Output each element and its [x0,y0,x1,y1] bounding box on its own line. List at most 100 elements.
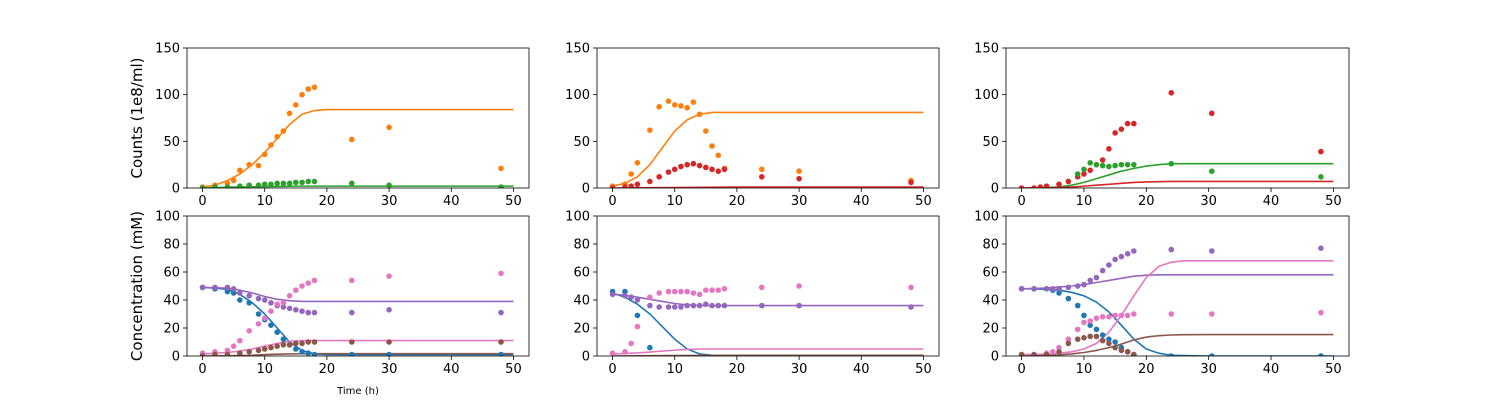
data-point-red [647,178,653,185]
data-point-orange [286,110,293,117]
data-point-pink [498,270,504,277]
y-tick-label: 0 [582,182,590,197]
data-point-green [274,180,280,187]
data-point-green [237,183,243,188]
data-point-pink [311,277,318,284]
data-point-purple [709,302,715,309]
data-point-blue [1087,322,1093,329]
data-point-blue [230,290,237,296]
data-point-brown [1118,347,1125,354]
data-point-pink [268,308,274,315]
data-point-blue [1065,295,1072,302]
y-tick-label: 60 [982,266,999,281]
data-point-orange [280,128,287,134]
x-tick-label: 40 [853,194,870,209]
data-point-purple [286,305,293,312]
data-point-green [1087,160,1093,166]
data-point-purple [758,302,765,309]
data-point-brown [199,353,206,356]
data-point-blue [1168,353,1175,356]
x-tick-label: 20 [1138,362,1155,377]
data-point-green [386,182,392,188]
x-tick-label: 20 [729,362,746,377]
y-tick-label: 20 [163,322,180,337]
x-tick-label: 0 [1017,194,1025,209]
data-point-pink [690,290,697,296]
data-point-green [268,181,274,188]
data-point-blue [498,351,504,356]
data-point-purple [696,302,703,309]
y-tick-label: 0 [172,350,180,365]
data-point-purple [647,302,653,309]
data-point-purple [1118,253,1125,260]
data-point-pink [1106,314,1112,320]
data-point-green [293,179,299,186]
y-tick-label: 40 [163,294,180,309]
data-point-brown [1043,351,1050,356]
data-point-pink [1209,311,1215,317]
x-tick-label: 0 [608,194,616,209]
data-point-pink [656,290,662,296]
data-point-green [498,184,504,188]
data-point-purple [280,304,287,310]
data-point-blue [305,350,312,356]
data-point-brown [237,350,243,356]
data-point-green [246,182,252,188]
data-point-orange [299,91,305,98]
y-tick-label: 60 [573,266,590,281]
data-point-pink [709,287,715,294]
x-tick-label: 20 [1138,194,1155,209]
top-row-ylabel: Counts (1e8/ml) [128,58,146,179]
data-point-pink [1074,326,1081,333]
data-point-purple [199,284,206,291]
data-point-blue [293,346,299,352]
bottom-left-xlabel: Time (h) [336,386,379,397]
x-tick-label: 30 [381,362,398,377]
data-point-orange [311,84,318,90]
series-line-red [1021,180,1334,188]
data-point-purple [908,304,914,310]
data-point-red [1087,167,1093,174]
y-tick-label: 60 [163,266,180,281]
data-point-purple [721,302,728,309]
y-tick-label: 50 [163,135,180,150]
data-point-brown [268,344,274,351]
data-point-brown [1131,351,1137,356]
data-point-green [261,181,268,188]
data-point-orange [703,128,709,134]
x-tick-label: 0 [1017,362,1025,377]
data-point-blue [280,336,287,343]
x-tick-label: 40 [443,194,460,209]
data-point-green [1209,168,1215,174]
x-tick-label: 20 [319,362,336,377]
data-point-blue [268,322,274,329]
data-point-purple [1087,277,1093,284]
series-line-pink [612,348,924,355]
x-tick-label: 50 [505,362,522,377]
data-point-brown [280,342,287,348]
data-point-pink [1065,336,1072,343]
y-tick-label: 50 [982,135,999,150]
data-point-red [1112,130,1118,136]
data-point-pink [908,284,914,291]
data-point-pink [1056,344,1062,351]
data-point-orange [628,171,634,177]
data-point-blue [1093,326,1100,333]
y-tick-label: 20 [573,322,590,337]
x-tick-label: 30 [791,362,808,377]
data-point-blue [1318,353,1324,356]
data-point-red [709,166,715,173]
data-point-pink [703,287,709,294]
data-point-blue [224,288,231,295]
data-point-orange [268,142,274,148]
data-point-brown [1031,351,1037,356]
data-point-pink [1112,312,1118,319]
data-point-pink [622,349,628,355]
x-tick-label: 0 [198,194,206,209]
x-tick-label: 30 [1200,194,1217,209]
data-point-pink [665,288,672,295]
data-point-pink [758,284,765,291]
plot-area-3 [1018,90,1334,188]
data-point-brown [261,346,268,352]
axes-frame [596,215,940,357]
